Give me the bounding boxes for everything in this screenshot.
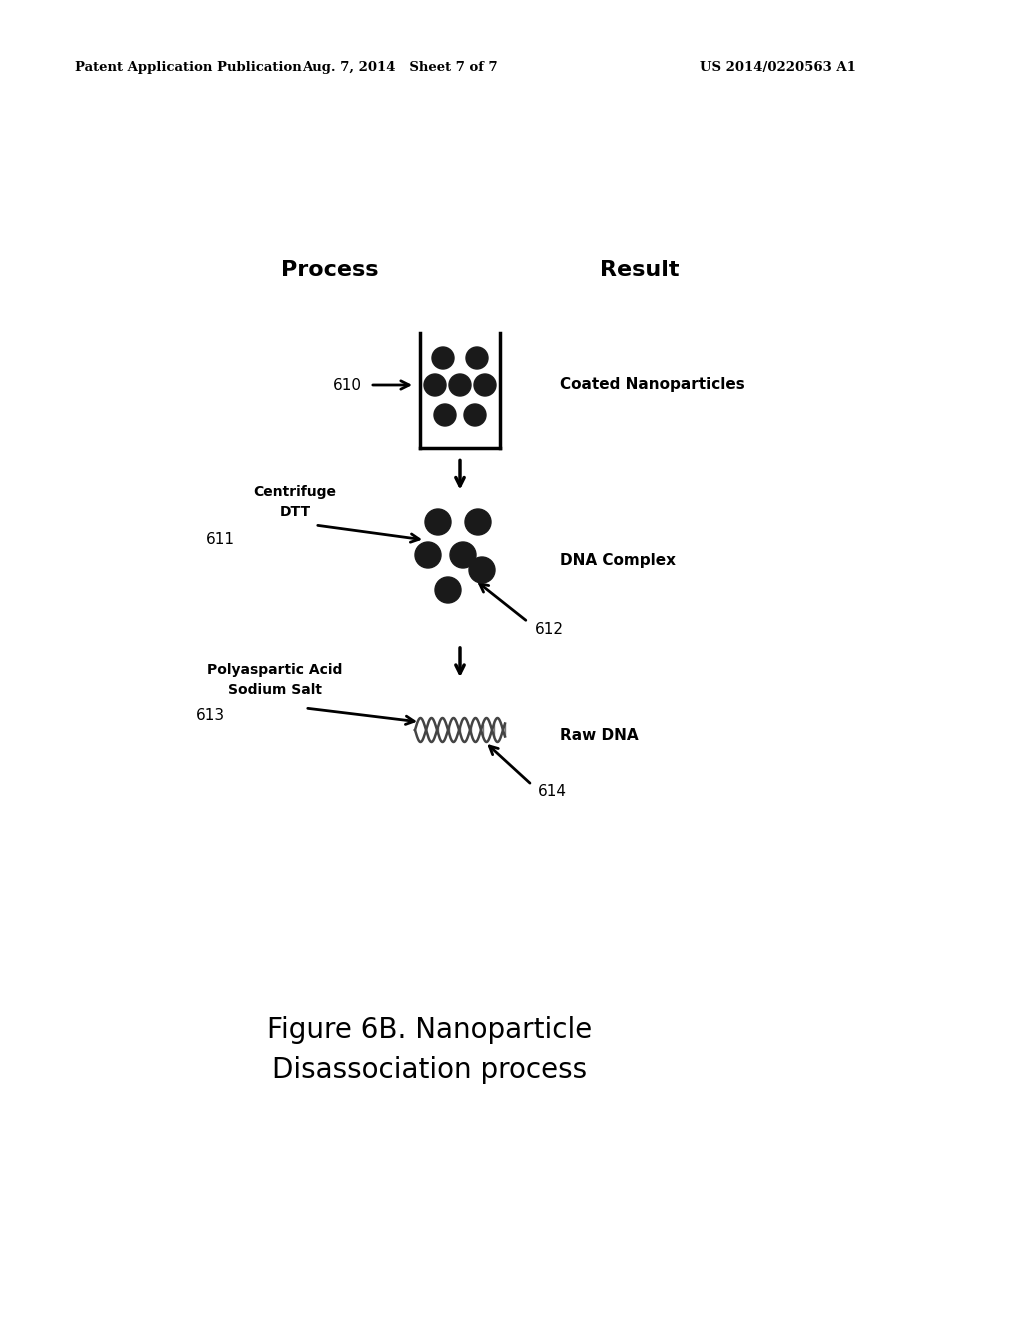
Circle shape [449, 374, 471, 396]
Text: Coated Nanoparticles: Coated Nanoparticles [560, 378, 744, 392]
Circle shape [464, 404, 486, 426]
Text: Polyaspartic Acid: Polyaspartic Acid [207, 663, 343, 677]
Circle shape [450, 543, 476, 568]
Text: Centrifuge: Centrifuge [254, 484, 337, 499]
Circle shape [466, 347, 488, 370]
Text: Patent Application Publication: Patent Application Publication [75, 62, 302, 74]
Circle shape [434, 404, 456, 426]
Text: 610: 610 [333, 378, 362, 392]
Text: 612: 612 [535, 623, 564, 638]
Circle shape [435, 577, 461, 603]
Text: Raw DNA: Raw DNA [560, 727, 639, 742]
Circle shape [415, 543, 441, 568]
Text: 611: 611 [206, 532, 234, 548]
Text: 614: 614 [538, 784, 567, 800]
Circle shape [425, 510, 451, 535]
Text: Aug. 7, 2014   Sheet 7 of 7: Aug. 7, 2014 Sheet 7 of 7 [302, 62, 498, 74]
Circle shape [469, 557, 495, 583]
Text: US 2014/0220563 A1: US 2014/0220563 A1 [700, 62, 856, 74]
Circle shape [465, 510, 490, 535]
Text: Disassociation process: Disassociation process [272, 1056, 588, 1084]
Text: Process: Process [282, 260, 379, 280]
Circle shape [424, 374, 446, 396]
Text: Figure 6B. Nanoparticle: Figure 6B. Nanoparticle [267, 1016, 593, 1044]
Text: Result: Result [600, 260, 680, 280]
Circle shape [474, 374, 496, 396]
Text: DTT: DTT [280, 506, 310, 519]
Text: 613: 613 [196, 708, 225, 722]
Circle shape [432, 347, 454, 370]
Text: Sodium Salt: Sodium Salt [228, 682, 322, 697]
Text: DNA Complex: DNA Complex [560, 553, 676, 568]
